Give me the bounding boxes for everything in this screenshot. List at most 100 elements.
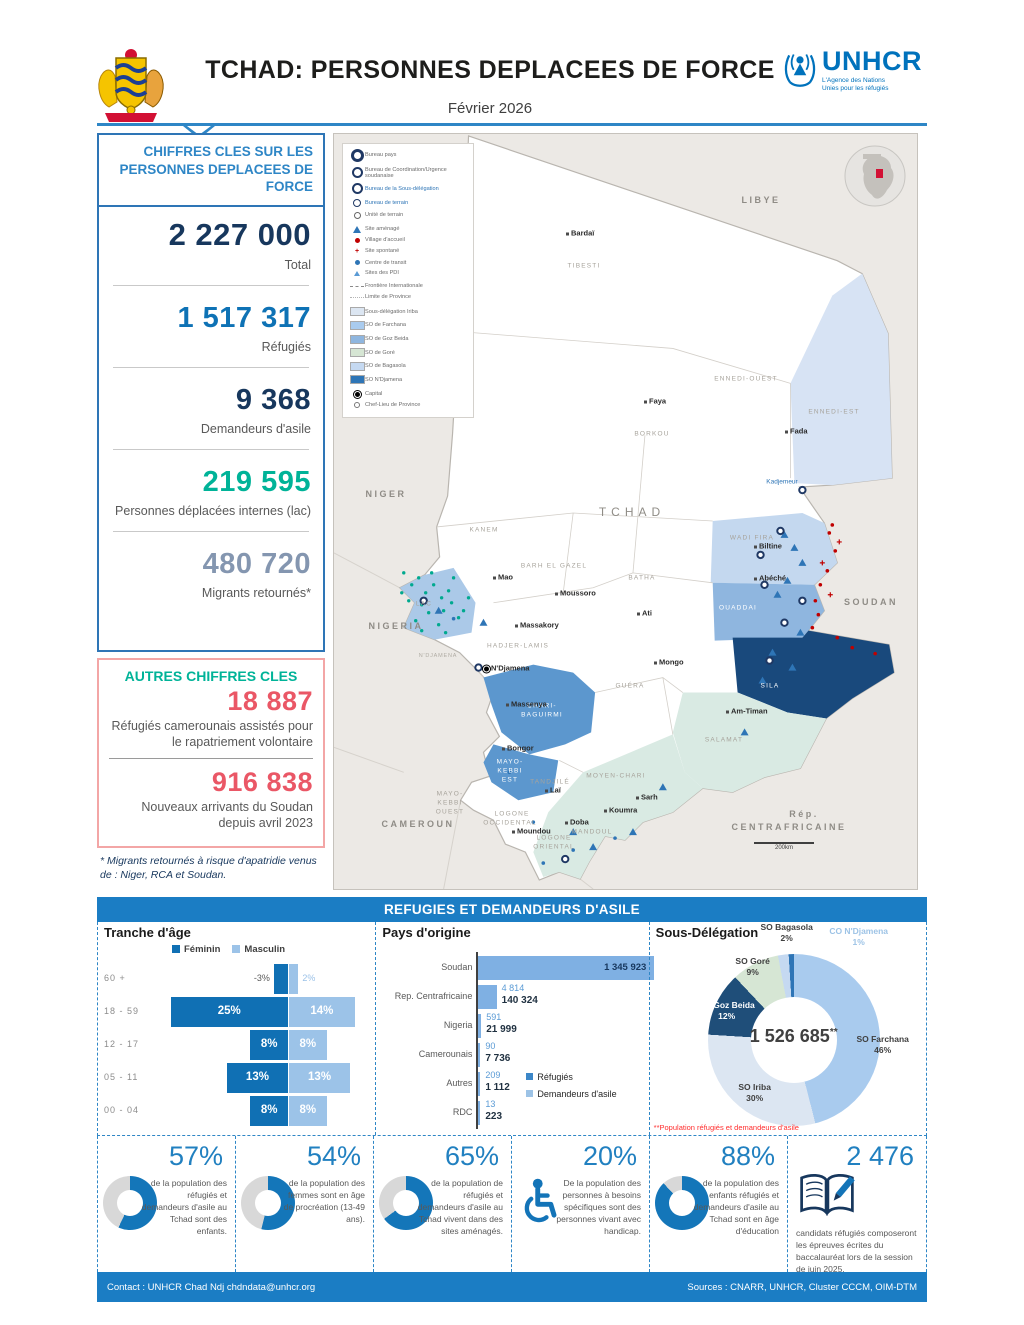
highlight-stat-text: De la population des personnes à besoins… — [556, 1178, 641, 1236]
legend-item: Unité de terrain — [349, 211, 469, 219]
legend-item-label: SO de Bagasola — [365, 363, 406, 370]
o-sm-icon — [349, 199, 365, 208]
unhcr-emblem-icon — [782, 48, 818, 93]
male-bar-value: 13% — [308, 1071, 332, 1083]
charts-section: Tranche d'âge Féminin Masculin 60 + -3% 2% 18… — [97, 922, 927, 1136]
chip-icon — [349, 307, 365, 317]
legend-item: Sites des PDI — [349, 270, 469, 276]
region-ouaddai — [712, 582, 825, 641]
legend-item: Limite de Province — [349, 294, 469, 300]
donut-slice-label: SO Farchana 46% — [856, 1034, 909, 1055]
female-bar-value: 25% — [217, 1005, 241, 1017]
male-bar — [289, 964, 299, 994]
donut-slice-label: SO Iriba 30% — [738, 1082, 771, 1103]
origin-row-label: Nigeria — [443, 1020, 473, 1030]
dot-blue-icon — [349, 260, 365, 266]
tri-icon — [349, 225, 365, 233]
legend-item: Bureau de Coordination/Urgence soudanais… — [349, 167, 469, 179]
unhcr-tagline: L'Agence des Nations Unies pour les réfu… — [822, 77, 889, 93]
subdelegation-chart-title: Sous-Délégation — [655, 925, 759, 940]
legend-item: Frontière Internationale — [349, 283, 469, 289]
key-figure: 2 227 000 Total — [111, 213, 311, 274]
key-figure: 219 595 Personnes déplacées internes (lac… — [111, 461, 311, 520]
legend-item-label: Bureau pays — [365, 152, 397, 159]
legend-item: Site aménagé — [349, 225, 469, 233]
key-figures-list: 2 227 000 Total 1 517 317 Réfugiés 9 368 Dema… — [99, 207, 323, 602]
highlight-stat-value: 65% — [444, 1141, 499, 1171]
legend-item-label: SO de Goré — [365, 349, 395, 356]
legend-item-label: Bureau de Coordination/Urgence soudanais… — [365, 166, 447, 179]
legend-item: Bureau pays — [349, 149, 469, 162]
origin-row-label: Rep. Centrafricaine — [394, 991, 473, 1001]
separator — [113, 448, 309, 450]
key-figure-label: Migrants retournés* — [201, 586, 311, 601]
asylum-value: 13 — [485, 1099, 496, 1109]
legend-swatch — [526, 1090, 534, 1097]
legend-item: + Site spontané — [349, 248, 469, 255]
unhcr-logo: UNHCR L'Agence des Nations Unies pour le… — [782, 48, 928, 93]
origin-chart-panel: Pays d'origine Soudan 1 345 923 Rep. Centr… — [375, 922, 655, 1135]
origin-bar — [478, 1072, 481, 1096]
refugees-value: 1 345 923 — [604, 962, 647, 973]
origin-bar — [478, 956, 655, 980]
chef-icon — [349, 402, 365, 409]
highlight-stat: 2 476 candidats réfugiés composeront les … — [788, 1136, 926, 1274]
africa-inset-globe — [843, 144, 907, 213]
key-figure-value: 480 720 — [202, 548, 311, 580]
unhcr-wordmark: UNHCR — [822, 46, 922, 76]
dot-red-icon — [349, 237, 365, 243]
refugees-value: 7 736 — [485, 1053, 511, 1064]
other-figure-label: Nouveaux arrivants du Soudan depuis avri… — [141, 800, 313, 830]
legend-swatch — [526, 1073, 534, 1080]
chip-icon — [349, 375, 365, 385]
highlight-stat: 54% de la population des femmes sont en â… — [236, 1136, 374, 1272]
female-bar: 8% — [250, 1096, 288, 1126]
male-bar: 14% — [289, 997, 355, 1027]
legend-item-label: Limite de Province — [365, 294, 412, 301]
asylum-value: 4 814 — [501, 983, 525, 993]
key-figures-title: CHIFFRES CLES SUR LES PERSONNES DEPLACEE… — [99, 135, 323, 207]
female-bar: 8% — [250, 1030, 288, 1060]
highlight-stat-text: candidats réfugiés composeront les épreu… — [796, 1228, 917, 1274]
key-figure-value: 2 227 000 — [168, 216, 311, 252]
key-figure-value: 1 517 317 — [177, 301, 311, 334]
highlight-stat-text: de la population des enfants réfugiés et… — [693, 1178, 779, 1236]
age-row-label: 60 + — [104, 973, 126, 983]
donut-icon — [379, 1176, 433, 1230]
highlight-stat-value: 54% — [306, 1141, 361, 1171]
donut-icon — [103, 1176, 157, 1230]
donut-slice-label: CO N'Djamena 1% — [829, 926, 889, 947]
key-figure-value: 9 368 — [235, 383, 311, 416]
region-salamat — [672, 692, 827, 793]
footer-sources: Sources : CNARR, UNHCR, Cluster CCCM, OI… — [687, 1281, 917, 1293]
legend-item-label: SO de Goz Beida — [365, 335, 409, 342]
other-figure-label: Réfugiés camerounais assistés pour le ra… — [111, 719, 314, 749]
origin-row-label: Autres — [446, 1078, 473, 1088]
male-bar-value: 8% — [299, 1104, 317, 1116]
donut-hole — [750, 997, 837, 1083]
legend-item-label: Sous-délégation Iriba — [365, 308, 418, 315]
legend-item: SO N'Djamena — [349, 375, 469, 385]
legend-item-label: Village d'accueil — [365, 237, 405, 244]
section-banner: REFUGIES ET DEMANDEURS D'ASILE — [97, 897, 927, 922]
region-chari-baguirmi — [483, 664, 596, 755]
separator — [113, 366, 309, 368]
highlight-stat: 20% De la population des personnes à beso… — [512, 1136, 650, 1272]
origin-legend-refugees: Réfugiés — [526, 1072, 573, 1082]
male-bar-value: 2% — [302, 973, 316, 983]
region-wadi-fira — [710, 512, 838, 585]
legend-item: Capital — [349, 391, 469, 397]
line-lt-icon — [349, 296, 365, 298]
legend-item: SO de Bagasola — [349, 361, 469, 371]
age-chart-panel: Tranche d'âge Féminin Masculin 60 + -3% 2% 18… — [98, 922, 375, 1135]
origin-row-label: Camerounais — [418, 1049, 473, 1059]
male-bar-value: 14% — [310, 1005, 334, 1017]
legend-item-label: Site aménagé — [365, 226, 400, 233]
refugees-value: 223 — [485, 1111, 503, 1122]
province-borders — [436, 331, 791, 773]
book-icon — [798, 1172, 856, 1225]
other-figure: 18 887 Réfugiés camerounais assistés pour… — [109, 686, 314, 750]
legend-swatch — [232, 945, 241, 953]
origin-bar — [478, 1043, 481, 1067]
